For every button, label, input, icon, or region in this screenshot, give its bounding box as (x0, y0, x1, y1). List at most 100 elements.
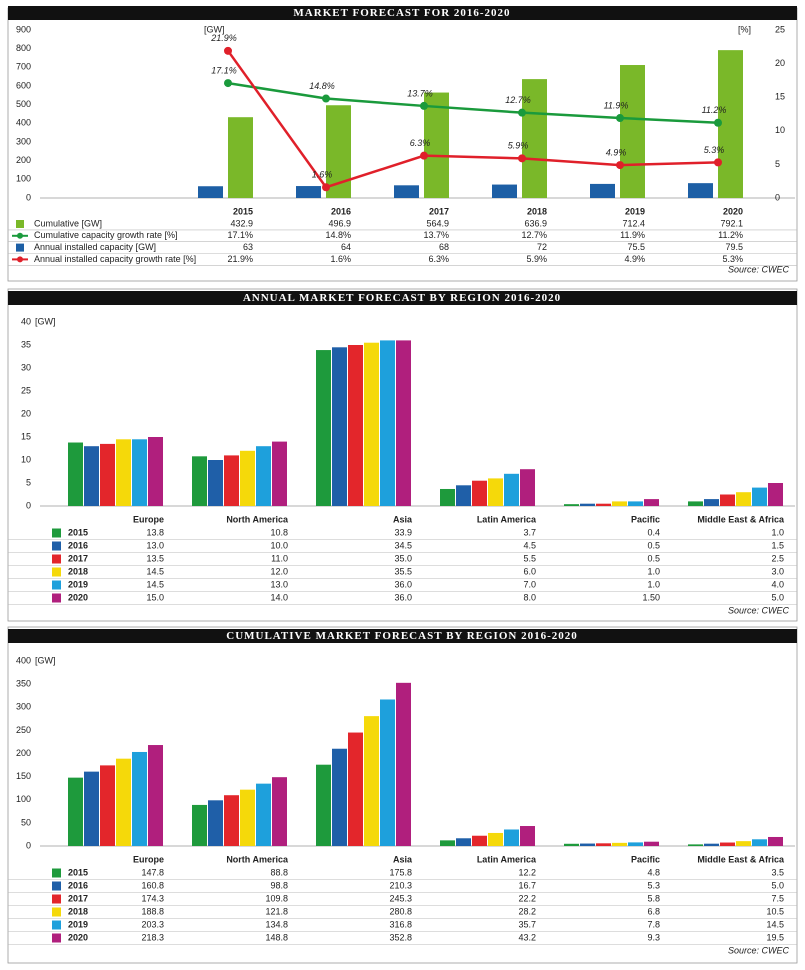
bar (208, 460, 223, 506)
category-label: Latin America (477, 854, 537, 864)
table-value: 64 (341, 242, 351, 252)
table-value: 34.5 (394, 540, 412, 550)
legend-label: 2017 (68, 553, 88, 563)
y2-tick-label: 15 (775, 92, 785, 102)
table-value: 5.0 (771, 880, 784, 890)
legend-marker (16, 220, 24, 228)
bar (228, 117, 253, 198)
bar (132, 751, 147, 846)
y-tick-label: 15 (21, 431, 31, 441)
y-tick-label: 25 (21, 385, 31, 395)
bar (564, 504, 579, 506)
table-value: 13.0 (146, 540, 164, 550)
category-label: North America (226, 514, 289, 524)
line-point (322, 94, 330, 103)
legend-marker (52, 593, 61, 603)
legend-marker (52, 907, 61, 917)
bar (718, 50, 743, 199)
bar (224, 795, 239, 846)
table-value: 1.0 (647, 579, 660, 589)
line (226, 50, 719, 189)
table-value: 280.8 (389, 906, 412, 916)
bar (768, 483, 783, 506)
bar (256, 783, 271, 846)
line-point (224, 46, 232, 55)
data-label: 6.3% (410, 138, 431, 148)
y-unit: [GW] (35, 316, 56, 326)
table-value: 109.8 (265, 893, 288, 903)
table-value: 68 (439, 242, 449, 252)
title-bar (8, 291, 797, 305)
bar (208, 800, 223, 846)
table-value: 12.2 (518, 867, 536, 877)
y-tick-label: 50 (21, 817, 31, 827)
bar (488, 832, 503, 846)
legend-label: Annual installed capacity growth rate [%… (34, 254, 196, 264)
table-value: 10.0 (270, 540, 288, 550)
bar (84, 771, 99, 846)
table-value: 1.50 (642, 592, 660, 602)
y-tick-label: 5 (26, 477, 31, 487)
category-label: Middle East & Africa (697, 854, 785, 864)
bar (720, 494, 735, 506)
y-unit: [GW] (204, 24, 225, 34)
bar (612, 501, 627, 506)
table-value: 4.9% (624, 254, 645, 264)
table-value: 7.0 (523, 579, 536, 589)
table-value: 11.0 (271, 553, 288, 563)
bar (148, 745, 163, 846)
table-value: 4.8 (647, 867, 660, 877)
y-tick-label: 30 (21, 362, 31, 372)
table-value: 72 (537, 242, 547, 252)
data-label: 1.6% (312, 170, 333, 180)
table-value: 14.0 (270, 592, 288, 602)
bar (148, 437, 163, 506)
bar (380, 699, 395, 846)
bar (688, 844, 703, 846)
bar (596, 843, 611, 846)
legend-marker (52, 894, 61, 904)
line-point (616, 114, 624, 123)
table-value: 175.8 (389, 867, 412, 877)
table-value: 8.0 (523, 592, 536, 602)
category-label: Asia (393, 854, 413, 864)
table-value: 5.9% (526, 254, 547, 264)
bar (644, 841, 659, 846)
bar (612, 842, 627, 846)
y-tick-label: 400 (16, 118, 31, 128)
bar (628, 501, 643, 506)
table-value: 11.9% (620, 230, 645, 240)
y-tick-label: 100 (16, 174, 31, 184)
bar (348, 732, 363, 846)
table-value: 1.0 (647, 566, 660, 576)
table-value: 14.5 (146, 566, 164, 576)
bar (736, 841, 751, 846)
legend-marker (17, 232, 23, 239)
table-value: 12.7% (521, 230, 547, 240)
table-value: 7.8 (647, 919, 660, 929)
table-value: 14.8% (325, 230, 351, 240)
bar (332, 748, 347, 846)
legend-marker (52, 868, 61, 878)
y-tick-label: 40 (21, 316, 31, 326)
bar (116, 439, 131, 506)
table-value: 16.7 (518, 880, 536, 890)
y-tick-label: 700 (16, 62, 31, 72)
bar (520, 826, 535, 846)
table-value: 5.3 (647, 880, 660, 890)
y-tick-label: 900 (16, 24, 31, 34)
table-value: 134.8 (265, 919, 288, 929)
legend-label: Cumulative [GW] (34, 218, 102, 228)
bar (504, 473, 519, 506)
bar (440, 840, 455, 846)
bar (132, 439, 147, 506)
bar (644, 499, 659, 506)
table-value: 3.7 (523, 527, 536, 537)
bar (440, 488, 455, 506)
line-point (518, 154, 526, 163)
legend-label: 2020 (68, 932, 88, 942)
bar (364, 716, 379, 846)
y-tick-label: 35 (21, 339, 31, 349)
legend-label: 2017 (68, 893, 88, 903)
bar (316, 350, 331, 506)
